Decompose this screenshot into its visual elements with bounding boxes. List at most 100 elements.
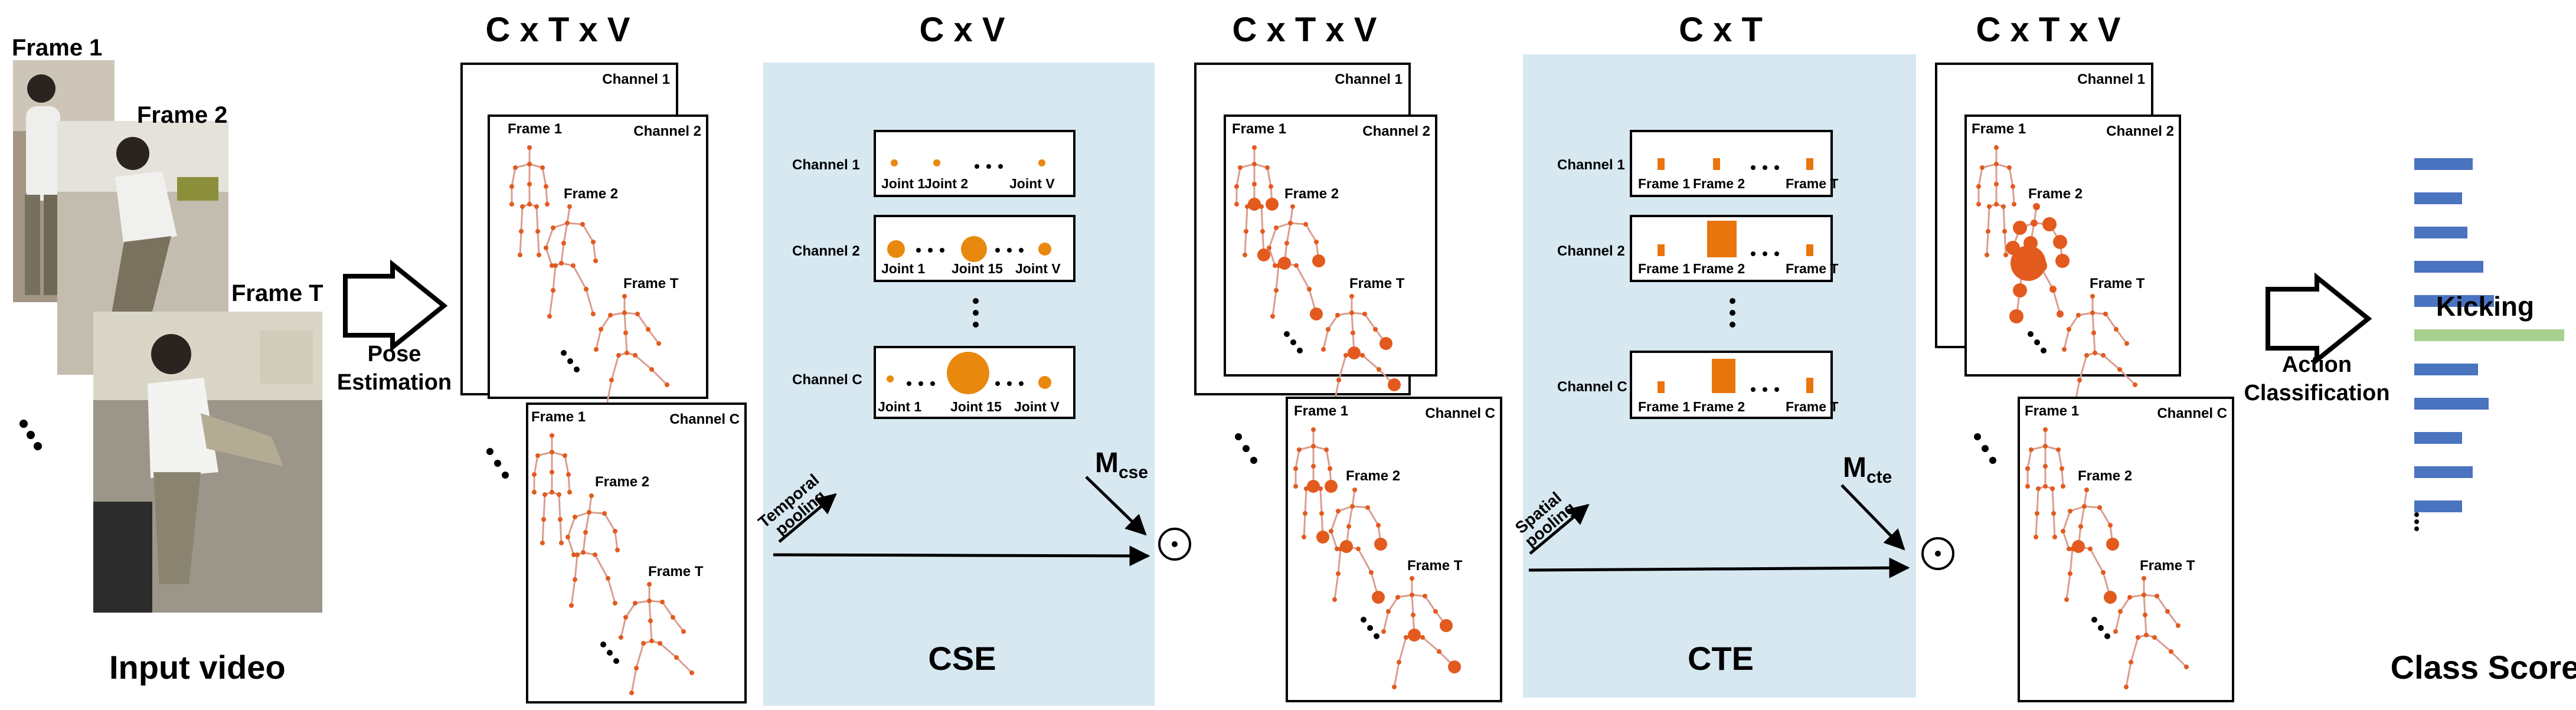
stack2-channel-2-card <box>1224 114 1437 377</box>
cte-ch2-frame-1-label: Frame 1 <box>1638 261 1690 276</box>
cte-ch1-frame-2-label: Frame 2 <box>1693 176 1745 191</box>
cse-ch2-ellipsis-right <box>995 248 1024 253</box>
temporal-pooling-arrow <box>778 493 837 543</box>
cse-chc-ellipsis-right <box>995 381 1024 386</box>
score-ellipsis <box>2414 512 2419 531</box>
score-bar <box>2414 158 2473 170</box>
stack3-channel-ellipsis <box>1974 433 1996 464</box>
cte-chc-frame-t-label: Frame T <box>1786 399 1838 414</box>
cse-chc-joint-15-dot <box>947 352 989 394</box>
score-bar <box>2414 364 2478 375</box>
stack3-header: C x T x V <box>1976 11 2121 49</box>
stack2-channel-1-label: Channel 1 <box>1335 71 1403 87</box>
stack2-ch2-ellipsis <box>1284 331 1303 354</box>
score-bar <box>2414 227 2467 238</box>
stack3-ch2-ellipsis <box>2028 331 2047 354</box>
cte-chc-frame-t-bar <box>1806 378 1813 393</box>
stack1-ch2-frame-1-label: Frame 1 <box>508 121 562 137</box>
stack2-chc-skeleton-t <box>1381 576 1461 689</box>
stack1-channel-2-label: Channel 2 <box>633 123 701 139</box>
cse-ch2-joint-v-label: Joint V <box>1015 261 1061 276</box>
top-class-label: Kicking <box>2436 291 2534 322</box>
cse-ch1-joint-1-label: Joint 1 <box>881 176 925 191</box>
stack1-channel-c-card <box>526 403 747 704</box>
cse-chc-joint-1-label: Joint 1 <box>878 399 921 414</box>
video-ellipsis <box>19 420 42 450</box>
cse-header: C x V <box>919 11 1005 49</box>
cse-ch1-joint-v-label: Joint V <box>1009 176 1055 191</box>
cte-panel: Channel 1 Frame 1 Frame 2 Frame T Channe… <box>1512 54 1916 698</box>
stack1-ch2-ellipsis <box>561 350 580 372</box>
cte-chc-frame-1-bar <box>1658 381 1665 393</box>
stack1-ch2-frame-t-label: Frame T <box>623 276 679 292</box>
cte-ch1-frame-t-bar <box>1806 158 1813 170</box>
stack2-header: C x T x V <box>1233 11 1377 49</box>
cse-ch2-ellipsis-left <box>916 248 944 253</box>
stack1-chc-frame-2-label: Frame 2 <box>595 474 649 490</box>
score-bar <box>2414 295 2494 307</box>
input-video-section: Frame 1 Frame 2 Frame T Input video <box>12 35 323 686</box>
stack1-chc-frame-t-label: Frame T <box>648 564 704 580</box>
m-cte-arrow <box>1841 484 1905 551</box>
cse-ch2-joint-15-label: Joint 15 <box>952 261 1003 276</box>
estimation-label: Estimation <box>337 370 452 395</box>
stack2: Channel 1 Channel 2 Frame 1 Frame 2 Fram… <box>1194 63 1502 702</box>
stack2-ch2-skeleton-t <box>1321 294 1401 407</box>
stack2-ch2-skeleton-1 <box>1234 145 1279 261</box>
cte-ch1-frame-2-bar <box>1713 158 1720 170</box>
stack3-channel-c-card <box>2018 397 2234 702</box>
stack3-chc-skeleton-2 <box>2061 487 2119 604</box>
stack2-chc-frame-t-label: Frame T <box>1407 558 1463 574</box>
cse-chc-joint-v-dot <box>1038 376 1051 389</box>
cte-ch2-ellipsis <box>1751 251 1779 256</box>
cse-channel-c-label: Channel C <box>792 372 862 388</box>
cte-ch1-frame-t-label: Frame T <box>1786 176 1838 191</box>
stack3-chc-skeleton-1 <box>2025 427 2065 539</box>
stack2-ch2-frame-1-label: Frame 1 <box>1232 121 1286 137</box>
stack1-ch2-frame-2-label: Frame 2 <box>564 186 618 202</box>
action-label: Action <box>2282 352 2352 377</box>
cte-chc-frame-2-label: Frame 2 <box>1693 399 1745 414</box>
cte-ch2-frame-2-bar <box>1707 221 1737 257</box>
m-cse-label: Mcse <box>1095 447 1148 482</box>
stack2-channel-ellipsis <box>1235 433 1257 464</box>
cse-channel-1-label: Channel 1 <box>792 157 860 173</box>
stack3: Channel 1 Channel 2 Frame 1 Frame 2 Fram… <box>1935 63 2234 702</box>
score-bar <box>2414 261 2483 273</box>
stack1-chc-skeleton-1 <box>532 433 572 545</box>
score-bar <box>2414 192 2462 204</box>
stack3-ch2-skeleton-2 <box>2006 203 2070 323</box>
input-video-caption: Input video <box>109 649 286 686</box>
cse-chc-joint-v-label: Joint V <box>1014 399 1060 414</box>
stack2-chc-ellipsis <box>1361 617 1379 639</box>
stack3-channel-c-label: Channel C <box>2157 405 2227 421</box>
stack1-channel-c-label: Channel C <box>669 411 740 427</box>
cte-ch2-frame-1-bar <box>1658 244 1665 256</box>
cse-ch2-joint-15-dot <box>961 236 987 262</box>
cte-ch1-frame-1-bar <box>1658 158 1665 170</box>
stack1: Channel 1 Channel 2 Frame 1 Frame 2 Fram… <box>460 63 747 704</box>
stack1-channel-ellipsis <box>486 448 509 479</box>
spatial-pooling-arrow <box>1529 503 1590 555</box>
pose-estimation-arrow: Pose Estimation <box>337 259 452 395</box>
cte-main-arrow <box>1528 557 1910 578</box>
stack3-ch2-skeleton-1 <box>1976 145 2016 257</box>
action-classification-arrow: Action Classification <box>2244 272 2390 405</box>
stack3-channel-2-card <box>1964 114 2181 377</box>
stack1-header: C x T x V <box>486 11 630 49</box>
score-bar <box>2414 398 2489 410</box>
stack2-channel-c-card <box>1286 397 1502 702</box>
stack2-ch2-frame-2-label: Frame 2 <box>1284 186 1339 202</box>
stack1-ch2-skeleton-t <box>594 294 669 407</box>
cse-odot <box>1158 528 1191 561</box>
video-frame-2-label: Frame 2 <box>137 102 227 128</box>
pose-label: Pose <box>368 342 421 367</box>
cse-chc-joint-15-label: Joint 15 <box>950 399 1002 414</box>
stack3-channel-1-label: Channel 1 <box>2077 71 2145 87</box>
cse-ch2-joint-v-dot <box>1038 243 1051 256</box>
stack1-chc-frame-1-label: Frame 1 <box>531 409 586 425</box>
cte-ch2-frame-t-label: Frame T <box>1786 261 1838 276</box>
stack3-ch2-frame-t-label: Frame T <box>2090 276 2145 292</box>
